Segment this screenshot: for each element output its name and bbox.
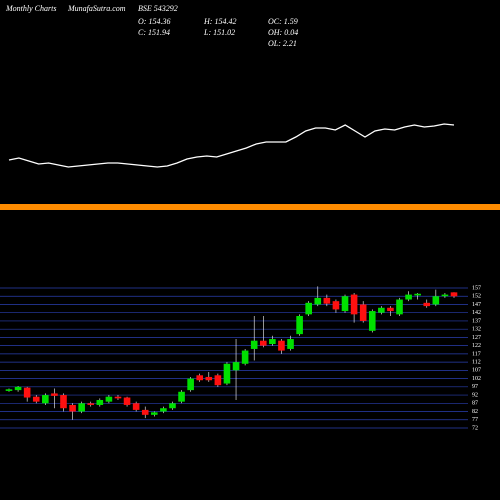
candle-body bbox=[223, 363, 231, 384]
y-tick-label: 77 bbox=[472, 417, 478, 423]
candle-body bbox=[387, 307, 394, 312]
stat: OH: 0.04 bbox=[268, 28, 298, 37]
stat: H: 154.42 bbox=[203, 17, 236, 26]
candle-body bbox=[359, 304, 367, 321]
candle-body bbox=[441, 294, 449, 297]
y-tick-label: 72 bbox=[472, 425, 478, 431]
candle-body bbox=[341, 296, 349, 312]
y-tick-label: 117 bbox=[472, 351, 481, 357]
y-tick-label: 122 bbox=[472, 343, 481, 349]
symbol: BSE 543292 bbox=[138, 4, 178, 13]
candle-body bbox=[132, 403, 140, 410]
y-tick-label: 147 bbox=[472, 302, 481, 308]
y-tick-label: 107 bbox=[472, 368, 481, 374]
candle-body bbox=[60, 395, 67, 409]
candle-body bbox=[405, 294, 412, 300]
stat: L: 151.02 bbox=[203, 28, 235, 37]
stat: OL: 2.21 bbox=[268, 39, 297, 48]
candle-body bbox=[105, 396, 113, 402]
y-tick-label: 132 bbox=[472, 327, 481, 333]
y-tick-label: 82 bbox=[472, 409, 478, 415]
y-tick-label: 137 bbox=[472, 318, 481, 324]
stat: O: 154.36 bbox=[138, 17, 170, 26]
candle-body bbox=[114, 396, 122, 399]
candle-body bbox=[196, 375, 204, 381]
y-tick-label: 152 bbox=[472, 294, 481, 300]
candle-body bbox=[160, 408, 167, 412]
stat: OC: 1.59 bbox=[268, 17, 298, 26]
candle-body bbox=[450, 292, 458, 297]
candle-body bbox=[332, 301, 340, 310]
panel-divider bbox=[0, 204, 500, 210]
candle-body bbox=[350, 294, 358, 315]
candle-body bbox=[314, 297, 322, 305]
candle-body bbox=[305, 302, 312, 315]
candle-body bbox=[141, 409, 149, 415]
y-tick-label: 142 bbox=[472, 310, 481, 316]
y-tick-label: 97 bbox=[472, 384, 478, 390]
candle-body bbox=[396, 299, 403, 315]
candle-body bbox=[96, 400, 104, 405]
candle-body bbox=[278, 340, 285, 351]
candle-body bbox=[78, 403, 85, 412]
candle-body bbox=[14, 386, 22, 391]
candle-body bbox=[269, 339, 276, 344]
candle-body bbox=[23, 387, 31, 398]
y-tick-label: 92 bbox=[472, 392, 478, 398]
candle-body bbox=[250, 340, 258, 349]
candle-body bbox=[32, 396, 40, 402]
candle-body bbox=[296, 316, 303, 335]
candle-body bbox=[205, 376, 213, 381]
y-tick-label: 102 bbox=[472, 376, 481, 382]
candle-body bbox=[368, 311, 376, 331]
candle-body bbox=[123, 397, 131, 405]
candle-body bbox=[423, 302, 431, 307]
candle-body bbox=[378, 307, 385, 313]
y-tick-label: 157 bbox=[472, 285, 481, 291]
y-tick-label: 87 bbox=[472, 401, 478, 407]
candle-body bbox=[432, 296, 440, 305]
candle-body bbox=[187, 378, 194, 391]
candle-body bbox=[232, 362, 240, 371]
stat: C: 151.94 bbox=[138, 28, 170, 37]
chart-label: Monthly Charts bbox=[5, 4, 56, 13]
candle-body bbox=[259, 340, 267, 346]
candle-body bbox=[151, 412, 158, 415]
candle-body bbox=[287, 339, 294, 349]
candle-body bbox=[414, 293, 421, 296]
candle-body bbox=[214, 375, 222, 386]
y-tick-label: 127 bbox=[472, 335, 481, 341]
candle-body bbox=[178, 391, 185, 402]
candle-body bbox=[241, 350, 249, 364]
candle-body bbox=[87, 403, 95, 405]
site-name: MunafaSutra.com bbox=[67, 4, 126, 13]
candle-body bbox=[5, 389, 13, 391]
candle-body bbox=[323, 297, 331, 304]
indicator-line bbox=[8, 123, 455, 168]
candle-body bbox=[69, 404, 76, 412]
candle-body bbox=[169, 403, 176, 409]
y-tick-label: 112 bbox=[472, 359, 481, 365]
candle-body bbox=[42, 395, 49, 404]
candle-body bbox=[51, 393, 58, 396]
